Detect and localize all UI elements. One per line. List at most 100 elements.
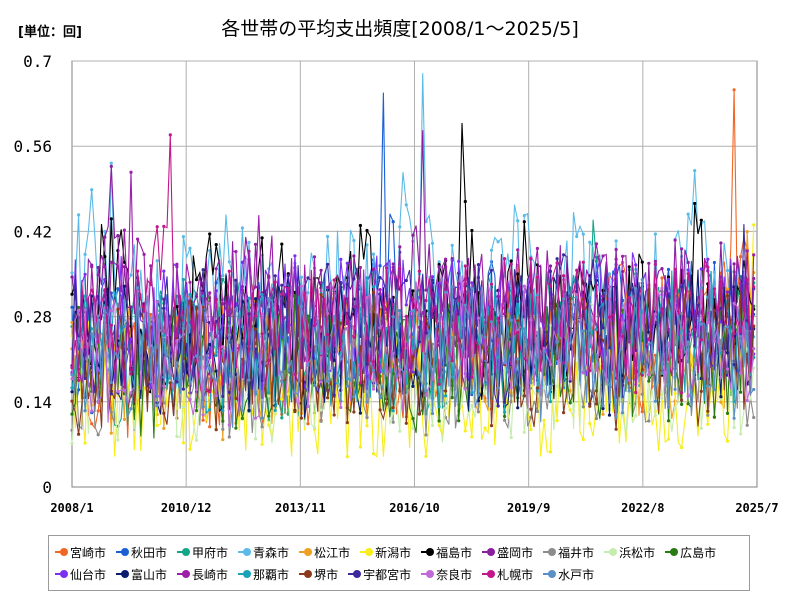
legend-item: 水戸市	[543, 566, 594, 583]
data-point	[208, 366, 212, 370]
data-point	[90, 422, 94, 426]
data-point	[109, 161, 113, 165]
data-point	[594, 327, 599, 332]
legend-line	[238, 551, 245, 553]
data-point	[378, 288, 382, 292]
data-point	[312, 426, 317, 430]
data-point	[77, 213, 81, 217]
legend-label: 福島市	[436, 545, 473, 560]
data-point	[693, 169, 697, 173]
data-point	[699, 280, 703, 284]
data-point	[365, 243, 369, 247]
data-point	[522, 430, 526, 434]
data-point	[444, 363, 448, 367]
data-point	[457, 419, 461, 423]
data-point	[476, 316, 480, 320]
data-point	[332, 278, 336, 282]
data-point	[575, 234, 579, 239]
data-point	[588, 369, 592, 373]
legend-item: 奈良市	[421, 566, 472, 583]
data-point	[371, 368, 376, 372]
y-tick-label: 0.14	[13, 393, 52, 412]
data-point	[437, 281, 441, 285]
data-point	[680, 285, 684, 289]
data-point	[680, 247, 684, 251]
data-point	[627, 291, 631, 295]
data-point	[391, 265, 395, 269]
legend-item: 仙台市	[55, 566, 106, 583]
data-point	[214, 243, 218, 247]
data-point	[319, 351, 323, 355]
data-point	[535, 386, 540, 390]
legend-item: 宇都宮市	[348, 566, 411, 583]
data-point	[739, 255, 743, 259]
data-point	[424, 454, 428, 458]
data-point	[739, 329, 743, 333]
data-point	[122, 388, 126, 392]
data-point	[430, 241, 435, 245]
data-point	[116, 287, 120, 291]
data-point	[457, 338, 461, 342]
data-point	[745, 249, 749, 253]
data-point	[319, 268, 323, 272]
data-point	[562, 297, 566, 301]
data-point	[398, 429, 402, 433]
legend-line	[421, 573, 428, 575]
data-point	[326, 285, 330, 289]
legend-label: 秋田市	[131, 545, 168, 560]
data-point	[345, 421, 349, 425]
data-point	[371, 252, 376, 256]
data-point	[201, 268, 205, 272]
data-point	[267, 274, 271, 278]
data-point	[162, 269, 166, 273]
data-point	[398, 245, 402, 249]
data-point	[162, 401, 166, 405]
data-point	[555, 261, 559, 265]
data-point	[496, 240, 500, 244]
data-point	[293, 389, 297, 393]
data-point	[470, 281, 474, 285]
data-point	[345, 384, 349, 388]
data-point	[725, 290, 730, 294]
data-point	[470, 391, 474, 395]
data-point	[509, 386, 513, 390]
data-point	[103, 309, 107, 313]
data-point	[739, 334, 743, 339]
legend-row: 宮崎市 秋田市 甲府市 青森市 松江市 新潟市 福島市 盛岡市 福井市 浜松市 広島市	[55, 542, 726, 562]
data-point	[444, 280, 448, 284]
data-point	[214, 378, 218, 382]
data-point	[201, 355, 205, 359]
data-point	[719, 400, 723, 404]
legend-marker	[670, 548, 679, 556]
legend-line	[348, 573, 355, 575]
data-point	[83, 376, 87, 380]
data-point	[489, 424, 494, 428]
data-point	[352, 238, 356, 243]
data-point	[345, 326, 349, 330]
data-point	[660, 286, 664, 290]
data-point	[109, 431, 113, 435]
data-point	[83, 252, 87, 256]
data-point	[430, 275, 435, 279]
data-point	[706, 257, 710, 261]
data-point	[129, 273, 133, 277]
legend-marker	[304, 548, 313, 556]
data-point	[588, 296, 592, 300]
legend-marker	[353, 570, 362, 578]
data-point	[503, 312, 507, 316]
data-point	[680, 446, 684, 450]
data-point	[424, 433, 428, 437]
data-point	[188, 299, 192, 303]
data-point	[234, 396, 238, 400]
data-point	[601, 406, 605, 411]
data-point	[594, 275, 599, 279]
data-point	[745, 329, 749, 333]
data-point	[332, 413, 336, 417]
data-point	[299, 304, 303, 308]
data-point	[162, 333, 166, 338]
data-point	[109, 309, 113, 313]
data-point	[365, 276, 369, 280]
data-point	[398, 389, 402, 393]
data-point	[699, 218, 703, 222]
